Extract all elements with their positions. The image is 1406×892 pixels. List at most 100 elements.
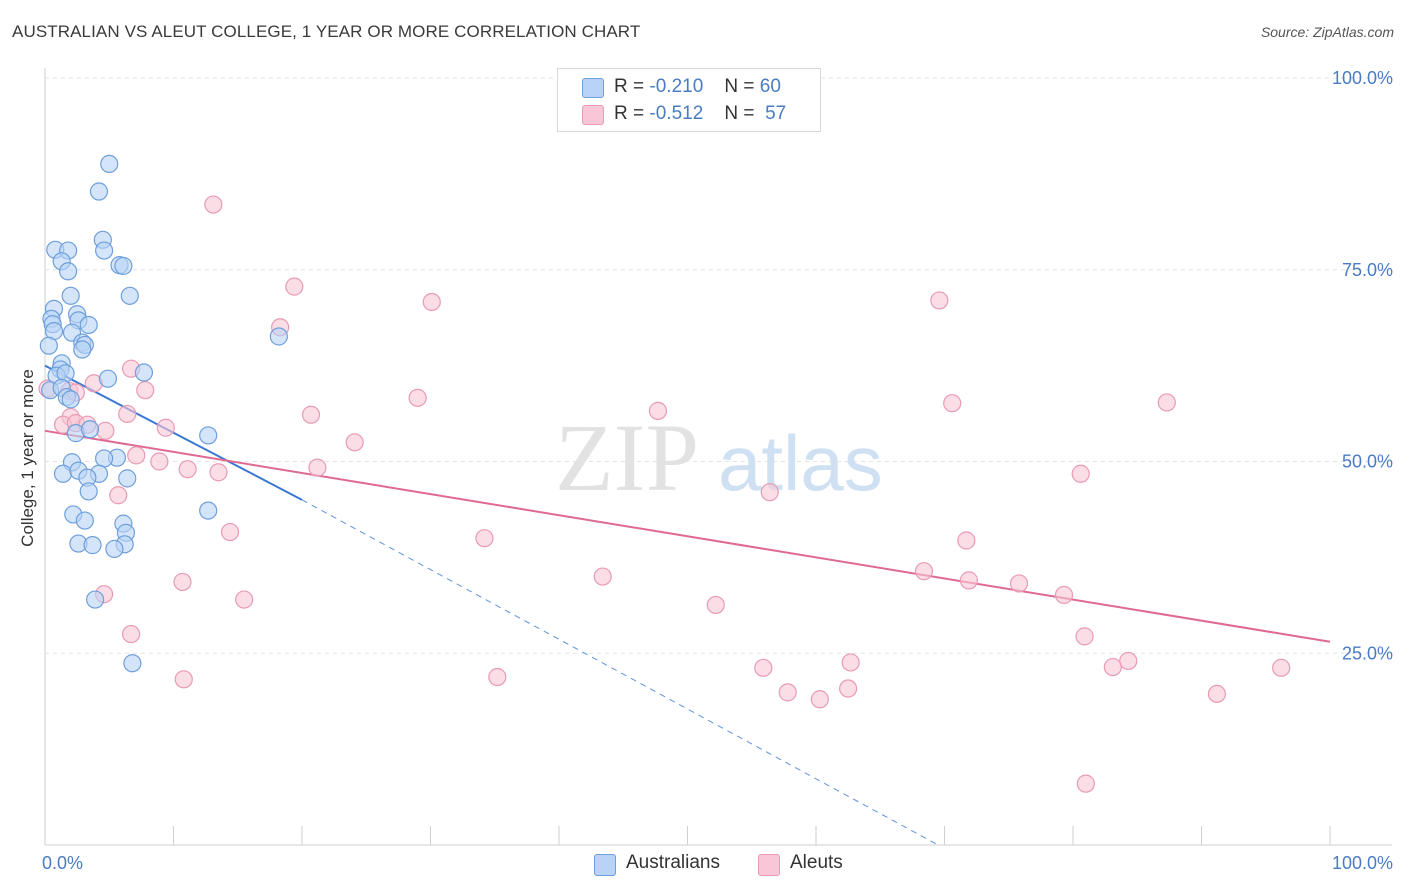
aleut-point xyxy=(475,529,494,548)
aleut-point xyxy=(173,572,192,592)
aleut-point xyxy=(706,595,725,615)
australian-point xyxy=(61,286,80,305)
legend-row-australians: R = -0.210 N = 60 xyxy=(558,74,820,100)
australian-point xyxy=(199,501,218,520)
y-tick-label: 25.0% xyxy=(1342,643,1393,663)
watermark-zip: ZIP xyxy=(555,404,699,511)
australian-point xyxy=(89,182,109,201)
aleut-point xyxy=(174,670,193,689)
australian-point xyxy=(199,426,218,445)
aleut-point xyxy=(235,590,254,609)
australian-point xyxy=(53,464,73,483)
stats-legend: R = -0.210 N = 60 R = -0.512 N = 57 xyxy=(557,68,821,132)
australians-points xyxy=(39,154,288,673)
aleuts-trend-line xyxy=(44,429,1331,643)
aleut-point xyxy=(648,401,668,420)
x-tick-label: 0.0% xyxy=(42,853,83,873)
australian-point xyxy=(86,590,105,609)
aleut-point xyxy=(121,624,141,644)
legend-n-label: N = xyxy=(724,103,755,124)
aleut-point xyxy=(1272,658,1291,677)
australian-point xyxy=(79,482,98,501)
aleut-point xyxy=(1207,684,1227,704)
australian-point xyxy=(114,256,133,276)
australian-point xyxy=(75,511,94,530)
aleut-point xyxy=(1075,627,1094,646)
australian-point xyxy=(100,154,119,174)
legend-n-label: N = xyxy=(724,76,755,97)
legend-n-value: 60 xyxy=(759,76,781,97)
aleut-point xyxy=(118,404,137,424)
y-tick-label: 100.0% xyxy=(1332,68,1393,88)
australian-point xyxy=(123,654,142,673)
x-tick-label: 100.0% xyxy=(1332,853,1393,873)
bottom-legend-swatch-australians xyxy=(594,854,616,876)
australian-point xyxy=(61,390,80,409)
australian-point xyxy=(83,536,102,555)
legend-r-label: R = xyxy=(614,76,645,97)
australians-trend-dashed xyxy=(301,499,939,846)
y-axis-label: College, 1 year or more xyxy=(18,369,37,547)
aleut-point xyxy=(760,483,779,502)
aleut-point xyxy=(150,452,169,471)
legend-row-aleuts: R = -0.512 N = 57 xyxy=(558,101,820,127)
australian-point xyxy=(79,315,98,335)
aleut-point xyxy=(109,486,128,505)
legend-swatch-blue xyxy=(582,78,604,98)
aleut-point xyxy=(136,381,155,400)
aleut-point xyxy=(488,667,507,687)
aleut-point xyxy=(204,195,223,214)
bottom-legend-australians: Australians xyxy=(626,852,720,873)
legend-r-value: -0.210 xyxy=(649,76,704,97)
aleut-point xyxy=(778,683,797,702)
aleut-point xyxy=(957,531,976,550)
aleut-point xyxy=(810,690,829,709)
aleut-point xyxy=(1071,464,1090,483)
australian-point xyxy=(80,420,100,439)
australian-point xyxy=(39,336,58,355)
aleuts-points xyxy=(38,195,1291,793)
watermark-atlas: atlas xyxy=(718,419,883,507)
tick-labels: 100.0% 75.0% 50.0% 25.0% 0.0% 100.0% xyxy=(42,68,1393,873)
aleut-point xyxy=(408,388,427,407)
aleut-point xyxy=(1103,657,1122,677)
aleut-point xyxy=(178,460,197,479)
legend-r-label: R = xyxy=(614,103,645,124)
australian-point xyxy=(98,369,118,388)
aleut-point xyxy=(301,405,321,424)
aleut-point xyxy=(209,463,228,482)
legend-n-value: 57 xyxy=(765,103,787,124)
aleut-point xyxy=(422,292,441,312)
aleut-point xyxy=(127,446,146,465)
australian-point xyxy=(269,327,288,346)
aleut-point xyxy=(220,522,240,542)
australian-point xyxy=(95,449,114,468)
australian-point xyxy=(134,363,154,382)
axes xyxy=(44,68,1392,846)
aleut-point xyxy=(839,679,858,698)
chart-title: AUSTRALIAN VS ALEUT COLLEGE, 1 YEAR OR M… xyxy=(12,22,641,41)
aleut-point xyxy=(593,567,612,586)
aleut-point xyxy=(959,571,979,590)
aleut-point xyxy=(754,658,773,677)
aleut-point xyxy=(285,277,304,296)
y-tick-label: 75.0% xyxy=(1342,260,1393,280)
aleut-point xyxy=(1054,585,1074,605)
aleut-point xyxy=(943,394,962,413)
bottom-legend-swatch-aleuts xyxy=(758,854,780,876)
legend-swatch-pink xyxy=(582,105,604,125)
aleut-point xyxy=(156,418,175,437)
aleut-point xyxy=(1157,393,1176,412)
aleut-point xyxy=(1119,651,1138,671)
australian-point xyxy=(73,340,92,359)
aleut-point xyxy=(841,653,860,672)
australian-point xyxy=(59,262,78,281)
australian-point xyxy=(95,241,114,260)
australian-point xyxy=(118,469,137,488)
aleut-point xyxy=(308,458,327,477)
aleut-point xyxy=(1076,774,1095,793)
aleut-point xyxy=(914,562,934,581)
source-label: Source: ZipAtlas.com xyxy=(1260,24,1394,40)
australian-point xyxy=(105,539,124,559)
